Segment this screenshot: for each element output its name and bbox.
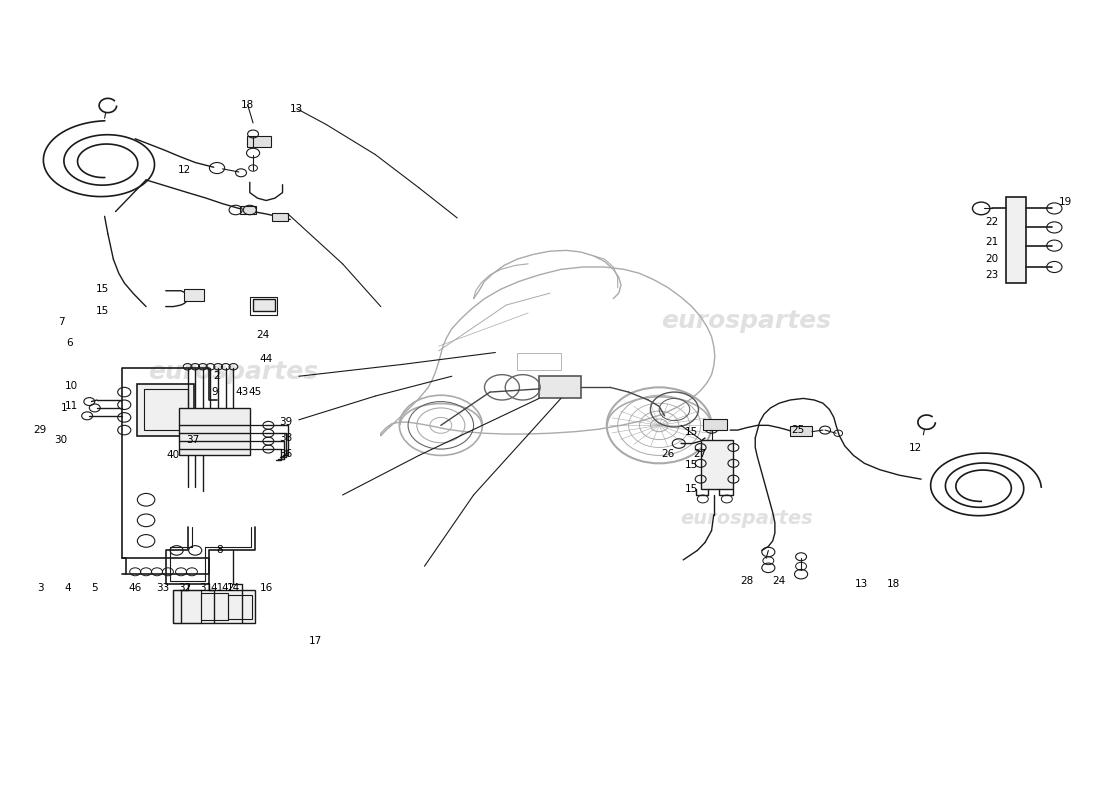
Text: 3: 3 <box>37 583 44 594</box>
Bar <box>703 419 727 430</box>
Bar <box>179 408 250 455</box>
Bar <box>1006 198 1026 283</box>
Bar <box>253 299 275 311</box>
Text: 19: 19 <box>1058 197 1071 207</box>
Text: 30: 30 <box>54 434 67 445</box>
Text: 15: 15 <box>96 284 109 294</box>
Bar <box>174 590 255 623</box>
Text: 40: 40 <box>167 450 180 461</box>
Text: 24: 24 <box>772 575 785 586</box>
Text: 6: 6 <box>66 338 73 348</box>
Bar <box>144 389 188 430</box>
Bar <box>250 297 277 314</box>
Text: 21: 21 <box>986 237 999 246</box>
Text: 32: 32 <box>178 583 191 594</box>
Text: 18: 18 <box>241 100 254 110</box>
Bar <box>228 594 252 618</box>
Text: 31: 31 <box>199 583 212 594</box>
Text: 7: 7 <box>57 318 64 327</box>
Text: 39: 39 <box>279 417 293 427</box>
Text: 37: 37 <box>186 434 199 445</box>
Text: 12: 12 <box>178 166 191 175</box>
Text: 20: 20 <box>986 254 999 264</box>
Text: 25: 25 <box>791 425 804 435</box>
Text: 22: 22 <box>986 217 999 227</box>
Text: 12: 12 <box>909 442 922 453</box>
Bar <box>200 593 228 620</box>
Bar <box>138 384 194 436</box>
Text: 46: 46 <box>129 583 142 594</box>
Text: 18: 18 <box>888 578 901 589</box>
Text: 14: 14 <box>227 583 240 594</box>
Bar <box>701 439 734 489</box>
Bar <box>517 353 561 370</box>
Bar <box>539 376 581 398</box>
Text: 16: 16 <box>260 583 273 594</box>
Text: 15: 15 <box>685 426 698 437</box>
Text: 27: 27 <box>693 449 706 459</box>
Text: 9: 9 <box>211 387 218 397</box>
Text: 28: 28 <box>740 575 754 586</box>
Text: 38: 38 <box>279 433 293 443</box>
Bar <box>185 289 204 301</box>
Text: eurospartes: eurospartes <box>680 510 813 528</box>
Text: 24: 24 <box>256 330 270 340</box>
Text: 5: 5 <box>91 583 98 594</box>
Text: 42: 42 <box>221 583 234 594</box>
Text: 1: 1 <box>60 403 67 413</box>
Text: 8: 8 <box>216 546 222 555</box>
Text: 36: 36 <box>279 449 293 459</box>
Text: 45: 45 <box>249 387 262 397</box>
Text: 33: 33 <box>156 583 169 594</box>
Bar <box>174 590 200 623</box>
Text: 15: 15 <box>96 306 109 316</box>
Bar <box>246 135 271 146</box>
Bar <box>272 213 288 221</box>
Text: 41: 41 <box>210 583 223 594</box>
Text: 10: 10 <box>65 381 78 390</box>
Text: 2: 2 <box>213 371 220 382</box>
Text: 11: 11 <box>65 401 78 410</box>
Text: 13: 13 <box>855 578 868 589</box>
Text: 13: 13 <box>290 104 304 114</box>
Text: eurospartes: eurospartes <box>148 360 319 384</box>
Text: 44: 44 <box>260 354 273 364</box>
Text: 29: 29 <box>34 425 47 435</box>
Text: 15: 15 <box>685 484 698 494</box>
Text: 4: 4 <box>64 583 70 594</box>
Text: 17: 17 <box>309 637 322 646</box>
Text: 23: 23 <box>986 270 999 280</box>
Text: eurospartes: eurospartes <box>661 309 832 333</box>
Bar <box>240 206 256 214</box>
Bar <box>790 426 812 436</box>
Text: 15: 15 <box>685 460 698 470</box>
Text: 43: 43 <box>235 387 249 397</box>
Text: 26: 26 <box>661 449 674 459</box>
